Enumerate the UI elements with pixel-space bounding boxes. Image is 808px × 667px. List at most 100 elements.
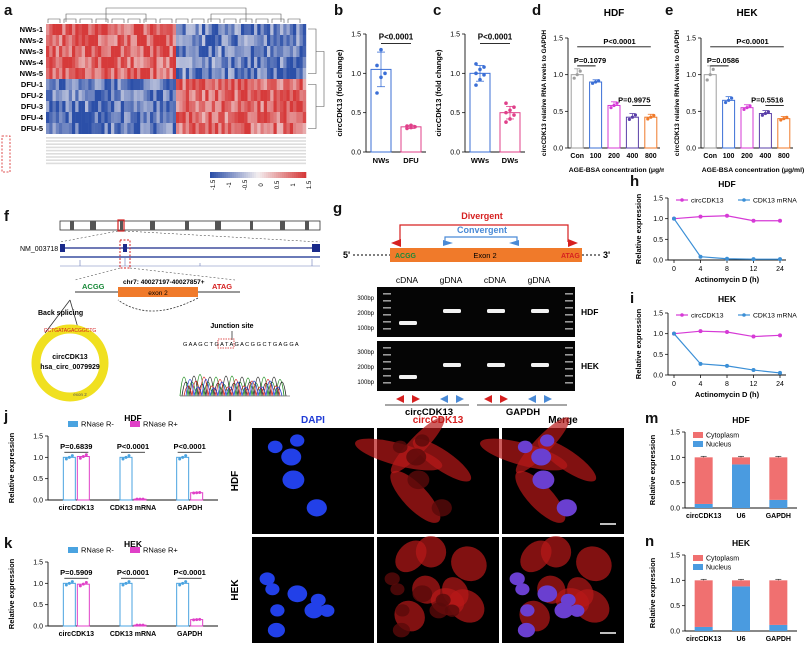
significance-label: P<0.0001 [174, 568, 206, 577]
data-point [504, 110, 508, 115]
bar-segment [769, 457, 788, 500]
x-axis-label: Actinomycin D (h) [695, 390, 760, 399]
colorbar-tick: -0.5 [243, 179, 249, 190]
data-point [742, 107, 746, 112]
gene-labels [46, 137, 306, 165]
y-axis-label: circCDK13 relative RNA levels to GAPDH [674, 30, 681, 157]
data-point [504, 101, 508, 106]
x-tick-label: DFU [403, 156, 418, 165]
data-point [504, 120, 508, 124]
microscopy-column-label: DAPI [301, 415, 325, 426]
data-point [375, 91, 379, 95]
data-point [198, 617, 202, 621]
bar-segment [694, 503, 713, 508]
bar-segment [732, 464, 750, 508]
data-point [409, 123, 413, 128]
bar [777, 118, 791, 149]
data-point [413, 125, 417, 129]
legend-label: Cytoplasm [706, 433, 739, 440]
circ-id: hsa_circ_0079929 [40, 364, 100, 371]
y-axis-label: Relative expression [648, 557, 657, 628]
chart-title: HDF [718, 179, 735, 189]
data-point [181, 455, 185, 459]
data-point [405, 124, 409, 128]
data-point [141, 623, 145, 627]
data-point [751, 334, 756, 339]
x-tick-label: 8 [725, 381, 729, 388]
x-tick-label: 4 [699, 266, 703, 273]
y-tick-label: 0.0 [653, 258, 663, 265]
g-right-seq: ATAG [561, 253, 580, 260]
microscopy-row-label: HDF [230, 471, 241, 492]
exon2-label: exon 2 [148, 290, 168, 297]
circrna-circle [31, 324, 109, 402]
x-tick-label: GAPDH [177, 631, 202, 638]
data-point [698, 214, 703, 219]
data-point [708, 73, 712, 77]
x-tick-label: 0 [672, 381, 676, 388]
x-tick-label: 200 [741, 153, 753, 160]
data-point [609, 106, 613, 110]
gel-band [487, 363, 505, 367]
x-tick-label: GAPDH [766, 636, 791, 643]
heatmap-row-label: DFU-2 [21, 91, 43, 100]
bar [625, 116, 639, 149]
data-point [178, 583, 182, 587]
data-point [575, 73, 579, 77]
y-tick-label: 1.5 [553, 36, 563, 43]
y-tick-label: 1.5 [686, 36, 696, 43]
data-point [672, 216, 676, 221]
y-axis-label: Relative expression [634, 193, 643, 264]
chart-j: HDF 0.0 0.5 1.0 1.5 Relative expression RNase … [7, 413, 218, 512]
y-tick-label: 0.5 [670, 480, 680, 487]
significance-label: P=0.5909 [60, 568, 92, 577]
heatmap-row-label: DFU-5 [21, 124, 43, 133]
chart-i: HEK 0.0 0.5 1.0 1.5 0 4 8 12 24 Actinomycin D (h) R… [634, 294, 797, 399]
heatmap-cells [46, 24, 307, 134]
y-tick-label: 0.5 [33, 476, 43, 483]
x-tick-label: 400 [760, 153, 772, 160]
chart-title: HDF [604, 8, 625, 19]
data-point [383, 71, 387, 76]
data-point [127, 454, 131, 458]
data-point [748, 104, 752, 108]
junction-site-label: Junction site [210, 323, 253, 330]
data-point [727, 98, 731, 102]
significance-label: P=0.9975 [618, 95, 650, 104]
y-tick-label: 1.5 [670, 430, 680, 437]
group-label: GAPDH [506, 407, 540, 415]
exon2-block [390, 248, 582, 262]
data-point [478, 77, 482, 82]
chart-title: HDF [124, 413, 141, 423]
data-point [135, 623, 139, 627]
y-tick-label: 1.0 [450, 71, 460, 78]
chart-n: HEK 0.0 0.5 1.0 1.5 Relative expression Cytopl… [648, 538, 797, 643]
chart-b: 0.0 0.5 1.0 1.5 circCDK13 (fold change) NWs DF… [335, 32, 426, 165]
x-tick-label: GAPDH [766, 513, 791, 520]
data-point [508, 117, 512, 121]
significance-label: P<0.0001 [478, 32, 513, 41]
column-dendrogram [47, 7, 301, 23]
colorbar-tick: -1 [227, 182, 233, 188]
y-axis-label: Relative expression [7, 432, 16, 503]
y-tick-label: 1.5 [653, 196, 663, 203]
y-tick-label: 0.5 [33, 602, 43, 609]
data-point [612, 103, 616, 108]
x-tick-label: Con [703, 153, 717, 160]
data-point [782, 117, 786, 121]
panel-label-n: n [645, 533, 655, 550]
significance-label: P=0.6839 [60, 442, 92, 451]
gel-band [531, 363, 549, 367]
y-tick-label: 0.0 [351, 150, 361, 157]
legend-label: Nucleus [706, 442, 732, 449]
data-point [184, 580, 188, 584]
data-point [572, 76, 576, 80]
chart-title: HEK [124, 539, 143, 549]
y-tick-label: 1.5 [351, 32, 361, 39]
x-axis-label: AGE-BSA concentration (μg/ml) [702, 167, 804, 174]
data-point [725, 256, 729, 261]
locus-label: chr7: 40027197-40027857+ [123, 279, 205, 286]
data-point [760, 113, 764, 117]
data-point [195, 491, 199, 495]
gel-band [487, 309, 505, 313]
